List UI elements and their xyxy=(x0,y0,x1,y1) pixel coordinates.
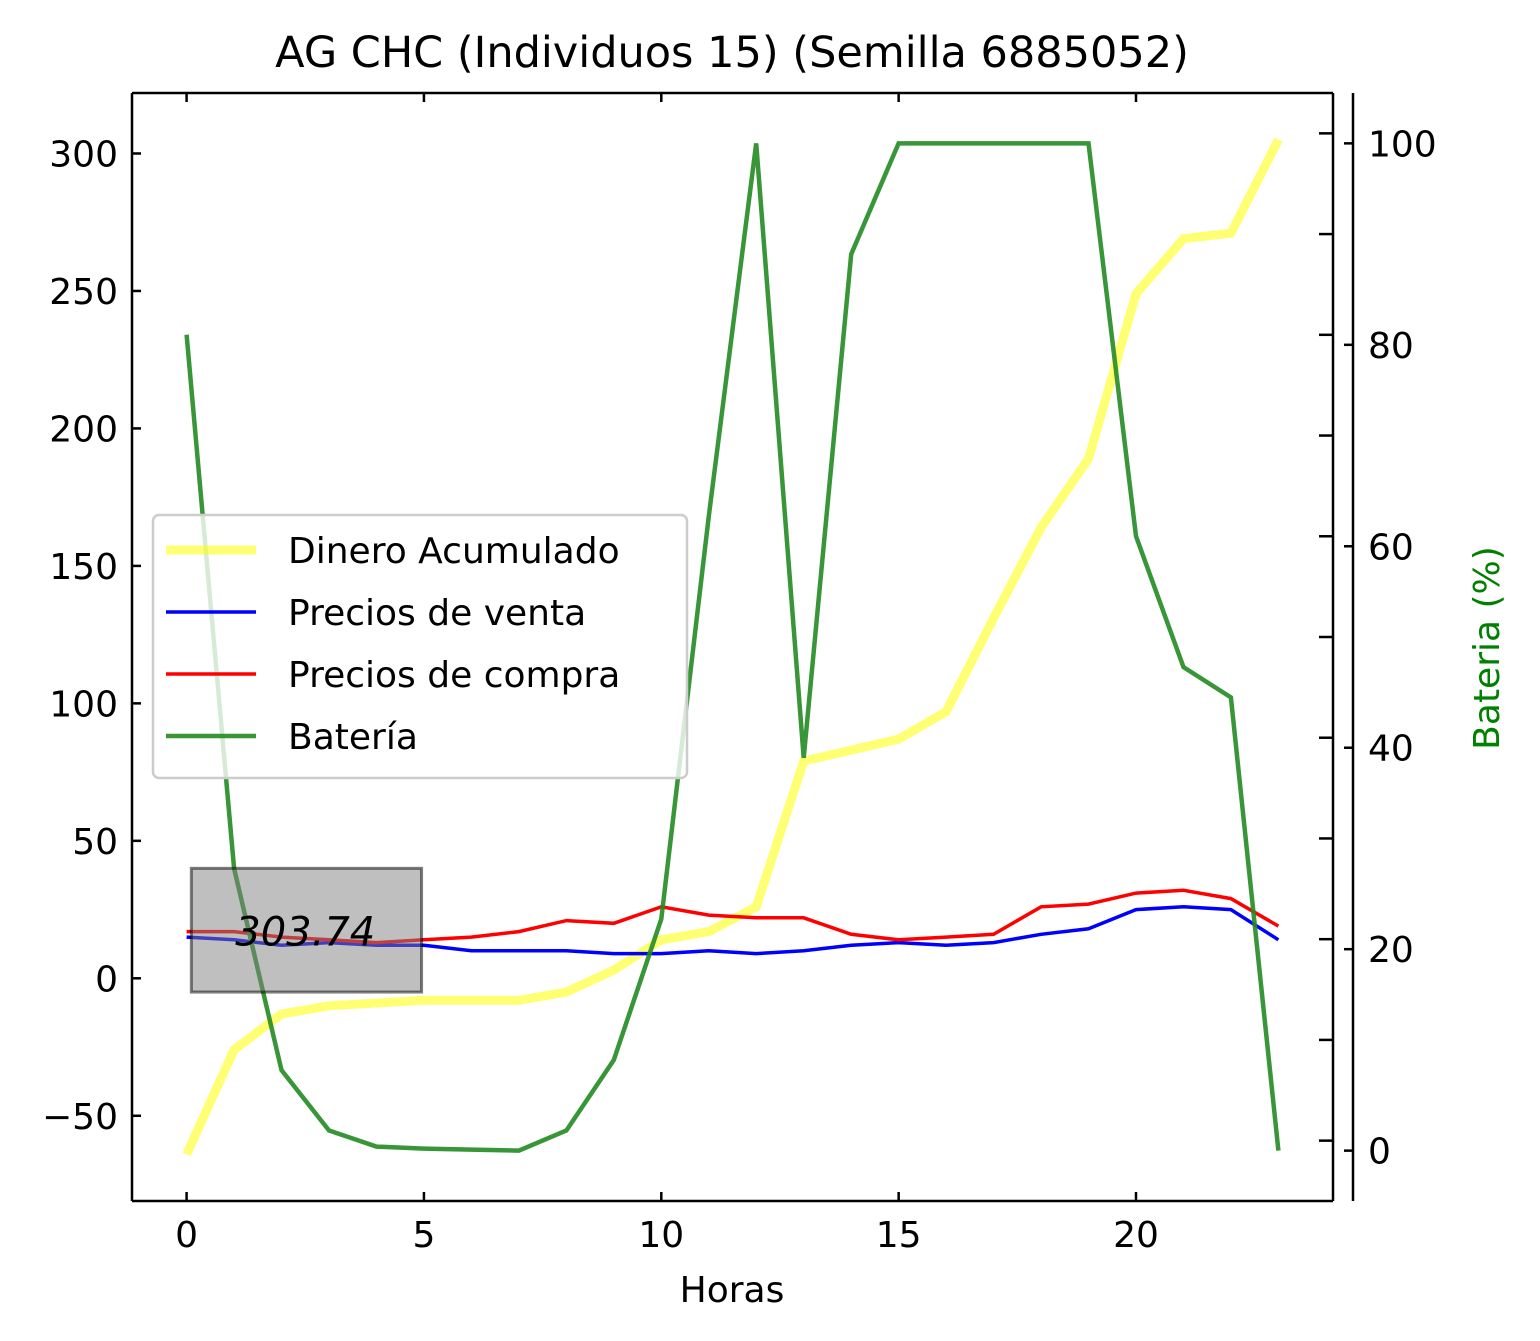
legend: Dinero Acumulado Precios de venta Precios … xyxy=(151,513,689,780)
y2-tick-label: 100 xyxy=(1368,124,1437,165)
y-tick-label: 50 xyxy=(72,822,118,863)
x-tick-label: 5 xyxy=(412,1215,435,1256)
y2-tick-label: 60 xyxy=(1368,527,1414,568)
y2-tick-label: 20 xyxy=(1368,930,1414,971)
y2-tick-label: 0 xyxy=(1368,1132,1391,1173)
x-axis-label: Horas xyxy=(680,1270,785,1311)
legend-label-dinero-acumulado: Dinero Acumulado xyxy=(288,531,620,572)
annotation-box xyxy=(189,866,424,994)
axes: 0 5 10 15 20 −50 0 50 100 150 200 250 300 0 20 40 60 80 10… xyxy=(42,93,1437,1256)
y-tick-label: 150 xyxy=(49,547,118,588)
x-tick-label: 20 xyxy=(1113,1215,1159,1256)
legend-box xyxy=(151,513,689,780)
y-tick-label: 0 xyxy=(95,959,118,1000)
chart-title: AG CHC (Individuos 15) (Semilla 6885052) xyxy=(275,28,1189,78)
plot-frame xyxy=(130,91,1355,1203)
y2-axis-label: Bateria (%) xyxy=(1467,546,1508,750)
series-line-bateria xyxy=(184,141,1281,1153)
y-tick-label: 300 xyxy=(49,134,118,175)
x-tick-label: 10 xyxy=(638,1215,684,1256)
y-tick-label: 200 xyxy=(49,409,118,450)
y2-tick-label: 40 xyxy=(1368,729,1414,770)
legend-label-precios-de-compra: Precios de compra xyxy=(288,655,620,696)
y-tick-label: 100 xyxy=(49,684,118,725)
y-tick-label: −50 xyxy=(42,1097,118,1138)
legend-label-bateria: Batería xyxy=(288,717,418,758)
legend-label-precios-de-venta: Precios de venta xyxy=(288,593,586,634)
y-tick-label: 250 xyxy=(49,272,118,313)
series-line-dinero-acumulado xyxy=(182,137,1283,1157)
x-tick-label: 0 xyxy=(175,1215,198,1256)
annotation: 303.74 xyxy=(189,866,424,994)
x-tick-label: 15 xyxy=(876,1215,922,1256)
y2-tick-label: 80 xyxy=(1368,326,1414,367)
annotation-text: 303.74 xyxy=(235,910,375,956)
